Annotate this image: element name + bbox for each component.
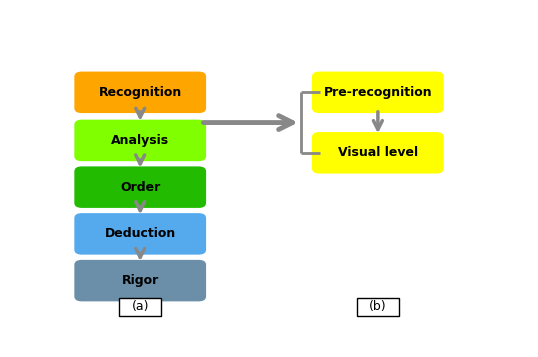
Text: Analysis: Analysis — [111, 134, 169, 147]
FancyBboxPatch shape — [74, 260, 206, 301]
FancyBboxPatch shape — [74, 213, 206, 255]
Text: Visual level: Visual level — [338, 146, 418, 159]
FancyBboxPatch shape — [357, 298, 399, 316]
Text: (a): (a) — [131, 300, 149, 313]
Text: Order: Order — [120, 181, 160, 193]
Text: (b): (b) — [369, 300, 387, 313]
FancyBboxPatch shape — [312, 132, 444, 174]
FancyBboxPatch shape — [312, 71, 444, 113]
FancyBboxPatch shape — [74, 120, 206, 161]
Text: Rigor: Rigor — [122, 274, 159, 287]
Text: Pre-recognition: Pre-recognition — [323, 86, 432, 99]
FancyBboxPatch shape — [119, 298, 161, 316]
FancyBboxPatch shape — [74, 71, 206, 113]
Text: Recognition: Recognition — [98, 86, 182, 99]
Text: Deduction: Deduction — [104, 227, 176, 240]
FancyBboxPatch shape — [74, 166, 206, 208]
